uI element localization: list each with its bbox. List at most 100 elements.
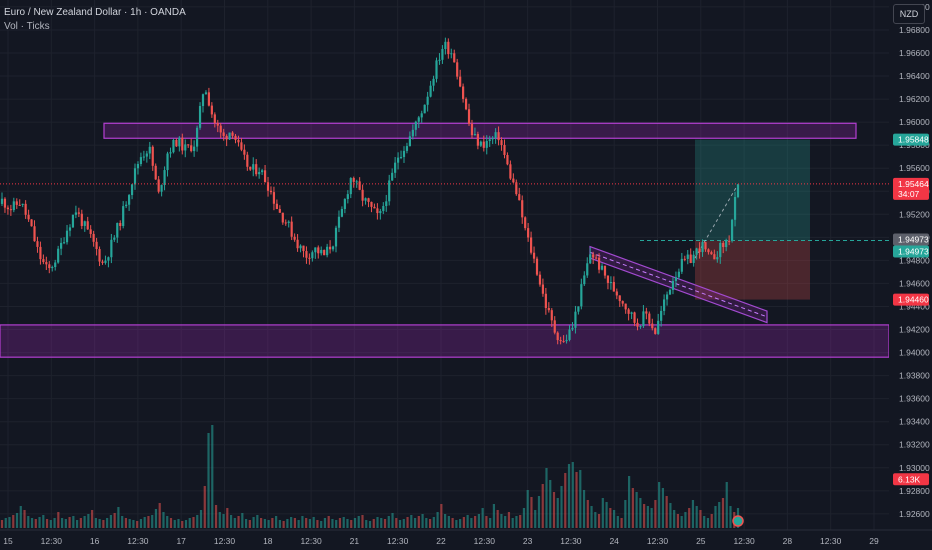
volume-bar [132, 520, 135, 528]
candle-body [213, 114, 216, 124]
volume-bar [725, 482, 728, 528]
candle-body [665, 294, 669, 300]
volume-bar [117, 507, 120, 528]
candle-body [62, 242, 66, 244]
volume-bar [181, 521, 184, 528]
candle-body [373, 206, 376, 209]
candle-body [6, 207, 10, 210]
candle-body [160, 185, 163, 192]
volume-bar [0, 520, 4, 528]
last-price-tag: 1.95464 [898, 179, 929, 189]
candle-body [639, 326, 642, 328]
volume-bar [109, 515, 112, 528]
candle-body [725, 240, 728, 248]
volume-bar [631, 488, 634, 528]
volume-bar [158, 503, 161, 528]
volume-bar [290, 517, 293, 528]
candle-body [328, 246, 332, 250]
candle-body [618, 295, 621, 302]
candle-body [512, 178, 515, 183]
volume-bar [49, 520, 52, 528]
volume-bar [455, 520, 458, 528]
candle-body [355, 181, 358, 183]
volume-bar [706, 518, 710, 528]
time-tick-label: 12:30 [474, 536, 496, 546]
candle-body [521, 200, 524, 218]
candle-body [701, 242, 704, 253]
volume-bar [462, 517, 465, 528]
drawn-zones[interactable] [0, 122, 890, 358]
candle-body [736, 184, 740, 198]
candle-body [577, 306, 580, 312]
candle-body [311, 252, 314, 259]
target-zone [695, 139, 810, 241]
candle-body [571, 327, 574, 330]
candle-body [394, 162, 397, 173]
volume-bar [549, 480, 552, 528]
currency-button[interactable]: NZD [893, 4, 925, 24]
time-tick-label: 29 [869, 536, 879, 546]
volume-indicator-label[interactable]: Vol · Ticks [4, 21, 50, 32]
candle-body [15, 201, 18, 205]
candle-body [110, 239, 113, 258]
volume-bar [676, 514, 680, 528]
candle-body [296, 239, 299, 249]
volume-bar [601, 498, 604, 528]
time-axis[interactable]: 15 12:30 16 12:30 17 12:30 18 12:30 21 12:30 22 12:… [0, 529, 932, 550]
volume-bar [710, 514, 713, 528]
stop-price-tag: 1.94460 [898, 295, 929, 305]
candle-body [193, 146, 196, 152]
candle-body [429, 85, 432, 97]
candle-body [323, 249, 326, 256]
volume-bar [12, 515, 15, 528]
volume-bar [620, 518, 623, 528]
volume-bar [395, 518, 398, 528]
volume-bar [53, 518, 56, 528]
candle-body [163, 170, 166, 186]
volume-bar [121, 516, 124, 528]
candle-body [456, 62, 459, 77]
candle-body [219, 125, 222, 133]
time-tick-label: 15 [3, 536, 13, 546]
entry-price-tag-a: 1.94973 [898, 234, 929, 244]
volume-bar [305, 518, 308, 528]
volume-bar [237, 516, 240, 528]
candle-body [83, 221, 86, 226]
countdown-tag: 34:07 [898, 189, 920, 199]
candle-body [346, 194, 349, 200]
candle-body [181, 137, 184, 151]
candle-body [367, 198, 370, 202]
candle-body [187, 144, 190, 146]
volume-bar [196, 515, 199, 528]
candle-body [190, 145, 193, 152]
candle-body [60, 242, 63, 249]
candle-body [719, 242, 722, 258]
volume-bar [83, 516, 86, 528]
candle-body [54, 262, 57, 268]
long-position-tool[interactable] [640, 139, 889, 300]
candle-body [148, 146, 151, 154]
candle-body [184, 144, 187, 151]
volume-bar [38, 517, 41, 528]
candle-body [266, 182, 270, 191]
candle-body [278, 209, 281, 213]
candle-body [506, 154, 509, 165]
price-tick-label: 1.95600 [899, 163, 930, 173]
candle-body [128, 195, 131, 205]
candle-body [145, 153, 148, 157]
volume-bar [391, 513, 394, 528]
candle-body [204, 92, 208, 95]
candle-body [272, 192, 276, 204]
volume-bar [534, 510, 537, 528]
symbol-title[interactable]: Euro / New Zealand Dollar · 1h · OANDA [4, 7, 186, 18]
candle-body [500, 140, 503, 146]
candle-body [234, 135, 237, 140]
candle-body [228, 132, 231, 140]
time-tick-label: 18 [263, 536, 273, 546]
candle-body [24, 203, 27, 215]
volume-bar [425, 518, 428, 528]
volume-bar [76, 520, 79, 528]
candle-body [473, 134, 477, 136]
candle-body [243, 149, 246, 155]
